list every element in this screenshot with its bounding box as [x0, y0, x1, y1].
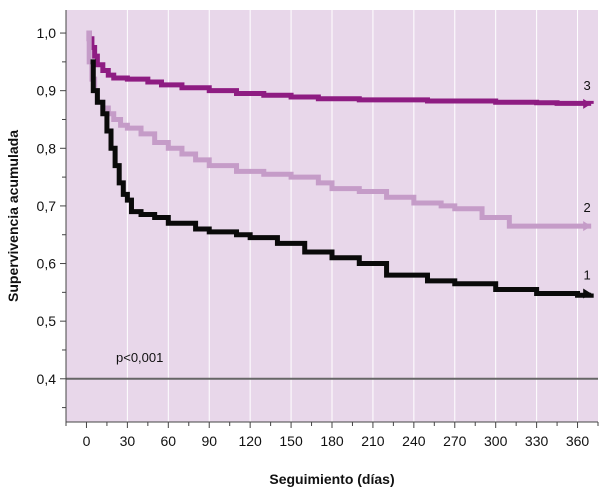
x-axis-title: Seguimiento (días) [269, 471, 394, 487]
y-axis-title: Supervivencia acumulada [5, 130, 21, 302]
x-tick-label-6: 180 [320, 433, 344, 449]
y-tick-label-6: 1,0 [37, 25, 57, 41]
series-end-marker-3 [583, 98, 592, 109]
x-tick-label-12: 360 [566, 433, 590, 449]
y-tick-label-2: 0,6 [37, 256, 57, 272]
y-tick-label-5: 0,9 [37, 83, 57, 99]
series-line-1 [90, 59, 594, 298]
x-tick-label-3: 90 [201, 433, 217, 449]
x-tick-label-8: 240 [402, 433, 426, 449]
y-tick-label-1: 0,5 [37, 313, 57, 329]
series-label-2: 2 [584, 200, 591, 215]
y-tick-label-0: 0,4 [37, 371, 57, 387]
x-tick-label-1: 30 [120, 433, 136, 449]
series-layer [86, 30, 594, 299]
y-tick-label-4: 0,8 [37, 140, 57, 156]
series-label-1: 1 [584, 268, 591, 283]
x-tick-label-9: 270 [443, 433, 467, 449]
x-tick-label-5: 150 [279, 433, 303, 449]
y-axis-ticks: 0,4 0,5 0,6 0,7 0,8 0,9 1,0 [37, 25, 66, 409]
y-tick-label-3: 0,7 [37, 198, 57, 214]
x-tick-label-10: 300 [484, 433, 508, 449]
x-tick-label-0: 0 [83, 433, 91, 449]
x-tick-label-4: 120 [238, 433, 262, 449]
x-tick-label-11: 330 [525, 433, 549, 449]
series-end-marker-1 [583, 288, 592, 299]
series-end-marker-2 [583, 221, 592, 232]
annotation-pvalue: p<0,001 [116, 350, 163, 365]
x-tick-label-2: 60 [161, 433, 177, 449]
series-line-3 [86, 30, 594, 106]
series-labels: 3 2 1 [584, 78, 591, 283]
x-tick-label-7: 210 [361, 433, 385, 449]
x-axis-ticks: 0 30 60 90 120 150 180 210 240 270 300 330 360 [65, 422, 599, 449]
series-label-3: 3 [584, 78, 591, 93]
